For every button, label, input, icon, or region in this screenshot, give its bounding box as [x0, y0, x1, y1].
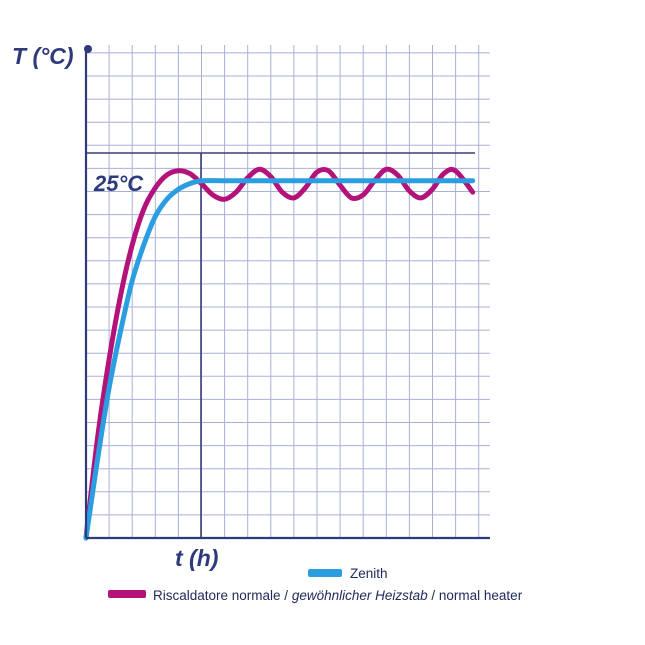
legend-label-zenith: Zenith	[350, 566, 388, 581]
legend-swatch-zenith	[308, 569, 342, 577]
series-layer	[83, 166, 476, 541]
y-axis-arrow-dot	[84, 45, 92, 53]
legend: Zenith Riscaldatore normale / gewöhnlich…	[108, 566, 523, 603]
series-line-zenith	[83, 178, 476, 541]
legend-label-normal-heater: Riscaldatore normale / gewöhnlicher Heiz…	[153, 588, 523, 603]
grid	[85, 45, 490, 539]
legend-swatch-normal-heater	[108, 590, 146, 598]
x-axis-label: t (h)	[175, 545, 218, 571]
reference-label: 25°C	[93, 171, 144, 196]
y-axis-label: T (°C)	[12, 43, 74, 69]
